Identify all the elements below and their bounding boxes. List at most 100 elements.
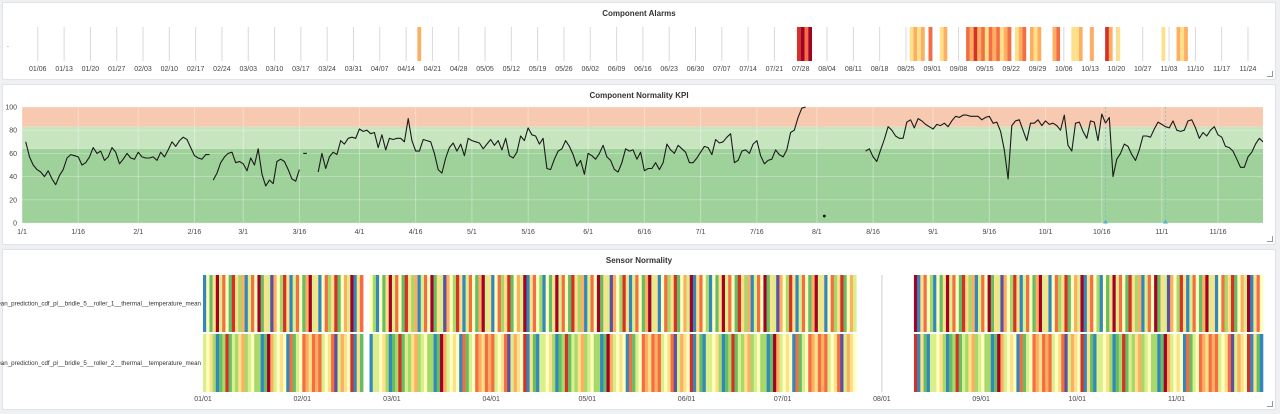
sensor-cell (433, 275, 438, 332)
alarms-title: Component Alarms (602, 9, 676, 18)
sensor-cell (395, 275, 399, 332)
alarm-cell (969, 27, 974, 61)
sensor-cell (283, 275, 287, 332)
sensor-cell (516, 334, 521, 392)
sensor-cell (779, 275, 783, 332)
sensor-cell (347, 275, 351, 332)
sensor-cell (411, 334, 415, 392)
sensor-cell (1179, 334, 1184, 392)
sensor-cell (1051, 334, 1056, 392)
sensor-cell (542, 334, 546, 392)
sensor-cell (353, 334, 358, 392)
kpi-band (22, 107, 1263, 127)
sensor-cell (1109, 275, 1113, 332)
sensor-cell (321, 275, 325, 332)
sensor-cell (1032, 275, 1036, 332)
alarms-x-tick: 10/13 (1081, 66, 1099, 73)
kpi-line-segment (25, 136, 210, 186)
alarms-x-tick: 11/24 (1239, 66, 1256, 73)
sensor-cell (235, 334, 239, 392)
sensor-cell (1182, 334, 1187, 392)
sensor-cell (676, 275, 681, 332)
alarms-resize-handle[interactable] (1267, 71, 1273, 77)
sensor-cell (1195, 334, 1200, 392)
sensor-cell (292, 275, 297, 332)
sensor-resize-handle[interactable] (1267, 401, 1273, 407)
sensor-cell (407, 334, 412, 392)
sensor-cell (1250, 275, 1254, 332)
sensor-cell (215, 275, 220, 332)
kpi-x-tick: 3/1 (238, 229, 248, 236)
sensor-cell (375, 275, 380, 332)
sensor-cell (753, 275, 758, 332)
sensor-cell (961, 275, 966, 332)
sensor-cell (1173, 275, 1177, 332)
sensor-cell (1224, 275, 1229, 332)
sensor-cell (827, 275, 831, 332)
sensor-cell (965, 275, 969, 332)
sensor-cell (327, 334, 332, 392)
sensor-cell (747, 275, 751, 332)
alarm-cell (992, 27, 997, 61)
sensor-row-label: mean_prediction_cdf_pl__bridle_5__roller… (0, 301, 202, 308)
sensor-cell (827, 334, 831, 392)
sensor-cell (350, 334, 354, 392)
sensor-row-label: mean_prediction_cdf_pl__bridle_5__roller… (0, 360, 202, 367)
sensor-cell (1243, 275, 1248, 332)
sensor-cell (945, 334, 950, 392)
alarm-cell (1052, 27, 1057, 61)
sensor-cell (427, 334, 431, 392)
sensor-cell (1093, 275, 1097, 332)
sensor-cell (481, 275, 486, 332)
sensor-cell (741, 334, 745, 392)
sensor-cell (949, 334, 953, 392)
sensor-cell (933, 334, 937, 392)
sensor-cell (801, 275, 806, 332)
sensor-cell (1131, 275, 1136, 332)
sensor-x-tick: 06/01 (678, 396, 696, 403)
sensor-cell (801, 334, 806, 392)
kpi-x-tick: 8/1 (812, 229, 822, 236)
alarms-x-tick: 07/14 (739, 66, 757, 73)
sensor-cell (1019, 334, 1024, 392)
sensor-cell (353, 275, 358, 332)
sensor-cell (635, 275, 639, 332)
sensor-cell (481, 334, 486, 392)
sensor-cell (648, 334, 652, 392)
sensor-cell (853, 275, 857, 332)
sensor-cell (414, 275, 418, 332)
sensor-cell (1144, 334, 1149, 392)
sensor-cell (263, 334, 268, 392)
sensor-cell (664, 275, 668, 332)
sensor-cell (1259, 275, 1264, 332)
alarm-cell (939, 27, 944, 61)
sensor-cell (1045, 334, 1049, 392)
alarms-x-tick: 04/21 (424, 66, 442, 73)
sensor-cell (593, 275, 598, 332)
sensor-cell (728, 334, 732, 392)
sensor-cell (849, 334, 854, 392)
sensor-cell (206, 275, 210, 332)
sensor-x-tick: 01/01 (194, 396, 212, 403)
kpi-resize-handle[interactable] (1267, 236, 1273, 242)
sensor-cell (632, 275, 636, 332)
sensor-cell (1134, 334, 1139, 392)
sensor-cell (244, 334, 249, 392)
sensor-cell (1218, 334, 1222, 392)
alarms-x-tick: 01/20 (82, 66, 100, 73)
sensor-cell (805, 334, 809, 392)
sensor-cell (824, 334, 828, 392)
sensor-cell (468, 275, 473, 332)
alarm-cell (917, 27, 921, 61)
sensor-cell (286, 334, 290, 392)
sensor-cell (750, 275, 755, 332)
sensor-cell (1099, 334, 1104, 392)
kpi-x-tick: 1/1 (17, 229, 27, 236)
sensor-cell (1022, 275, 1027, 332)
sensor-cell (712, 334, 716, 392)
sensor-cell (1189, 275, 1193, 332)
sensor-cell (673, 334, 678, 392)
sensor-cell (596, 275, 601, 332)
sensor-cell (641, 334, 646, 392)
sensor-cell (1093, 334, 1097, 392)
